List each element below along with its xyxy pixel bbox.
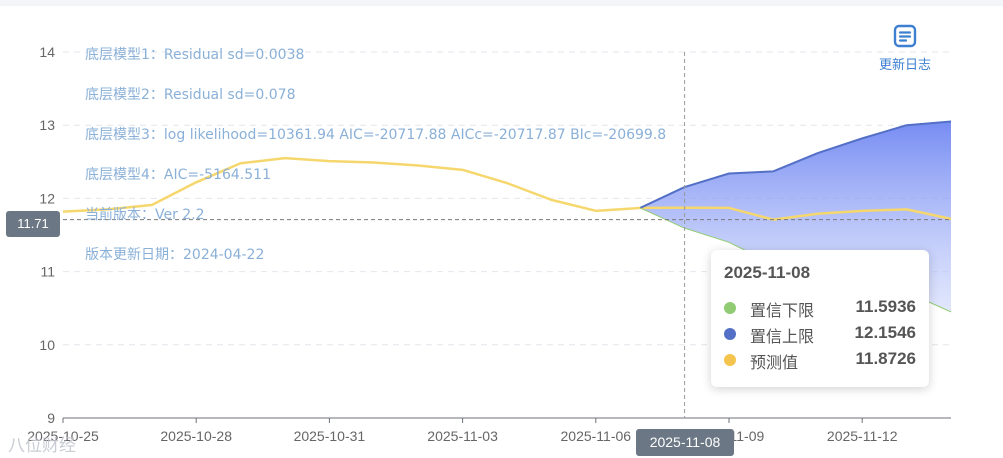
legend-dot-upper: [724, 328, 736, 340]
y-tick-label: 12: [39, 190, 55, 206]
chart-tooltip: 2025-11-08 置信下限 11.5936 置信上限 12.1546 预测值…: [711, 250, 929, 387]
x-tick-label: 2025-11-12: [827, 428, 898, 444]
y-tick-label: 13: [39, 117, 55, 133]
x-tick-label: 2025-11-03: [427, 428, 498, 444]
tooltip-series-value: 11.8726: [855, 349, 916, 368]
tooltip-row-forecast: 预测值 11.8726: [724, 349, 916, 372]
x-tick-label: 2025-10-28: [160, 428, 232, 444]
tooltip-series-name: 预测值: [750, 353, 799, 372]
tooltip-date: 2025-11-08: [724, 263, 811, 282]
y-tick-label: 11: [40, 264, 55, 280]
tooltip-row-upper: 置信上限 12.1546: [724, 323, 916, 346]
changelog-button[interactable]: 更新日志: [869, 24, 941, 73]
forecast-chart: 9 10 11 12 13 14 2025-10-25 2025-10-28 2025-10-3…: [27, 44, 952, 444]
series-line-forecast: [62, 156, 952, 221]
crosshair-x-label: 2025-11-08: [636, 429, 734, 456]
x-tick-label: 2025-10-25: [27, 428, 99, 444]
chart-card: 9 10 11 12 13 14 2025-10-25 2025-10-28 2025-10-3…: [0, 6, 1003, 458]
x-tick-label: 2025-10-31: [294, 428, 366, 444]
y-tick-label: 10: [39, 337, 55, 353]
annotation-model-2: 底层模型2：Residual sd=0.078: [85, 87, 296, 103]
annotation-model-4: 底层模型4：AIC=-5164.511: [85, 167, 271, 183]
annotation-model-3: 底层模型3：log likelihood=10361.94 AIC=-20717…: [85, 127, 667, 143]
tooltip-row-lower: 置信下限 11.5936: [724, 297, 916, 320]
legend-dot-forecast: [724, 354, 736, 366]
document-icon: [893, 24, 917, 48]
annotation-version: 当前版本：Ver 2.2: [85, 207, 205, 223]
x-tick-label: 2025-11-06: [561, 428, 632, 444]
tooltip-series-name: 置信下限: [750, 301, 815, 320]
y-tick-label: 14: [39, 44, 55, 60]
tooltip-series-value: 11.5936: [855, 297, 916, 316]
y-tick-label: 9: [47, 410, 55, 426]
crosshair-y-label: 11.71: [6, 211, 60, 237]
tooltip-series-name: 置信上限: [750, 327, 815, 346]
watermark: 八位财经: [8, 436, 76, 456]
changelog-label: 更新日志: [878, 58, 931, 73]
legend-dot-lower: [724, 302, 736, 314]
series-line-upper: [639, 120, 952, 209]
annotation-update-date: 版本更新日期：2024-04-22: [85, 247, 265, 263]
tooltip-series-value: 12.1546: [854, 323, 916, 342]
annotation-model-1: 底层模型1：Residual sd=0.0038: [85, 47, 305, 63]
